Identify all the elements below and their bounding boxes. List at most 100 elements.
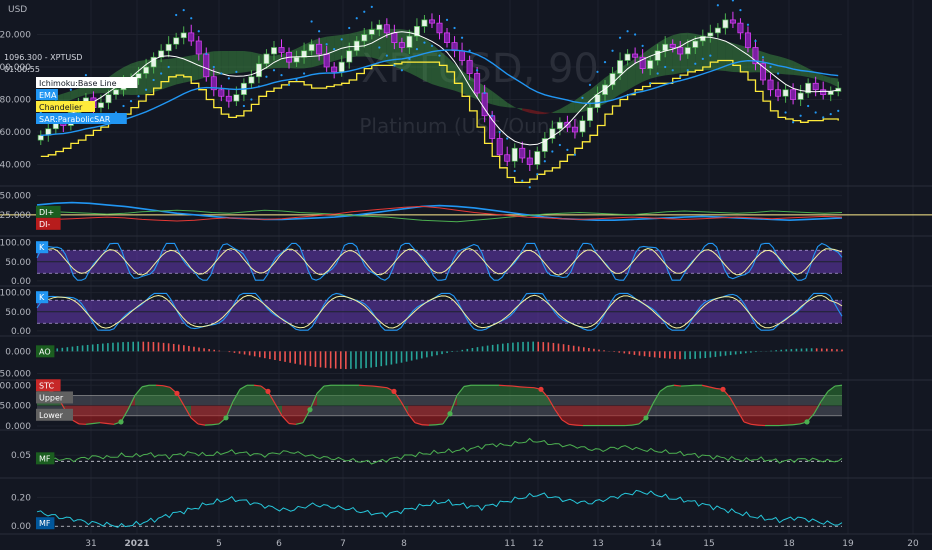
stc-line-segment bbox=[71, 419, 80, 425]
stc-fill-segment bbox=[562, 405, 569, 425]
stc-line-segment bbox=[547, 397, 556, 410]
stc-line-segment bbox=[323, 384, 332, 387]
y-tick-label: 0.00 bbox=[11, 327, 31, 337]
parabolic-sar-dot bbox=[761, 56, 765, 59]
stc-fill-segment bbox=[198, 405, 205, 426]
parabolic-sar-dot bbox=[287, 83, 291, 86]
parabolic-sar-dot bbox=[400, 69, 403, 72]
y-tick-label: 100.000 bbox=[0, 381, 31, 391]
watermark: XPTUSD, 90 Platinum (US$/Ounce) bbox=[359, 46, 599, 138]
parabolic-sar-dot bbox=[754, 39, 757, 43]
stc-line-segment bbox=[414, 422, 423, 426]
price-candle bbox=[699, 35, 706, 42]
stc-line-segment bbox=[435, 423, 444, 426]
y-tick-label: 50.00 bbox=[5, 308, 31, 318]
price-candle bbox=[180, 32, 187, 39]
price-candle bbox=[248, 76, 255, 84]
stc-line-segment bbox=[708, 386, 717, 390]
parabolic-sar-dot bbox=[152, 78, 155, 82]
price-candle bbox=[820, 89, 827, 95]
ichimoku-cloud-segment bbox=[70, 88, 79, 101]
adx-line bbox=[36, 201, 843, 222]
parabolic-sar-dot bbox=[799, 114, 802, 117]
parabolic-sar-dot bbox=[837, 109, 840, 112]
price-candle bbox=[37, 134, 44, 141]
price-candle bbox=[338, 61, 345, 73]
price-candle bbox=[677, 47, 684, 55]
y-tick-label: 100.00 bbox=[0, 239, 31, 249]
price-candle bbox=[549, 128, 556, 139]
price-candle bbox=[195, 40, 202, 55]
stc-line-segment bbox=[197, 423, 206, 426]
di-plus-line bbox=[36, 209, 843, 223]
parabolic-sar-dot bbox=[340, 38, 343, 41]
price-legend-item: SAR:ParabolicSAR bbox=[39, 115, 111, 124]
stc-fill-segment bbox=[317, 386, 324, 406]
stc-fill-segment bbox=[86, 405, 93, 425]
parabolic-sar-dot bbox=[626, 30, 629, 33]
stc-fill-segment bbox=[667, 385, 674, 406]
x-tick-label: 7 bbox=[340, 539, 346, 549]
ichimoku-cloud-segment bbox=[815, 72, 824, 81]
price-candle bbox=[609, 73, 616, 86]
price-candle bbox=[775, 89, 782, 97]
stc-fill-segment bbox=[156, 385, 163, 406]
parabolic-sar-dot bbox=[378, 46, 381, 49]
stc-fill-segment bbox=[345, 385, 352, 406]
ichimoku-cloud-segment bbox=[740, 45, 748, 73]
price-candle bbox=[323, 53, 330, 68]
stc-fill-segment bbox=[688, 385, 695, 406]
stc-fill-segment bbox=[79, 405, 86, 425]
stc-fill-segment bbox=[464, 385, 471, 406]
ichimoku-cloud-segment bbox=[793, 60, 801, 76]
ichimoku-cloud-segment bbox=[574, 95, 583, 113]
stoch2-k-label: K bbox=[39, 293, 45, 302]
y-tick-label: 50.00 bbox=[5, 258, 31, 268]
stc-line-segment bbox=[792, 423, 801, 426]
price-candle bbox=[188, 32, 195, 42]
stc-line-segment bbox=[253, 384, 262, 387]
parabolic-sar-dot bbox=[618, 36, 622, 39]
price-legend-bg bbox=[36, 113, 127, 124]
price-candle bbox=[496, 138, 503, 156]
ichimoku-cloud-segment bbox=[243, 51, 252, 73]
price-candle bbox=[308, 43, 315, 52]
stc-fill-segment bbox=[772, 405, 779, 426]
stc-line-segment bbox=[554, 409, 563, 421]
stc-fill-segment bbox=[380, 386, 387, 406]
parabolic-sar-dot bbox=[227, 77, 230, 80]
mf1-line bbox=[36, 437, 843, 465]
price-candle bbox=[135, 73, 142, 79]
price-candle bbox=[361, 34, 368, 42]
parabolic-sar-dot bbox=[445, 18, 449, 21]
parabolic-sar-dot bbox=[588, 83, 592, 86]
ichimoku-cloud-segment bbox=[544, 112, 553, 115]
ichimoku-cloud-segment bbox=[665, 35, 673, 76]
stc-line-segment bbox=[274, 403, 283, 417]
y-tick-label: -50.000 bbox=[0, 370, 31, 380]
chandelier-line bbox=[40, 59, 839, 184]
x-tick-label: 15 bbox=[703, 539, 714, 549]
price-candle bbox=[203, 53, 210, 78]
di-minus-label: DI- bbox=[39, 220, 51, 229]
stc-fill-segment bbox=[835, 385, 842, 406]
price-candle bbox=[684, 47, 691, 55]
stc-line-segment bbox=[512, 385, 521, 388]
watermark-description: Platinum (US$/Ounce) bbox=[359, 114, 580, 138]
price-candle bbox=[662, 43, 669, 52]
stc-fill-segment bbox=[296, 405, 303, 425]
parabolic-sar-dot bbox=[129, 100, 133, 103]
stoch1-d-line bbox=[36, 247, 843, 276]
stc-fill-segment bbox=[744, 405, 751, 425]
stc-buy-dot bbox=[223, 415, 229, 421]
ichimoku-cloud-segment bbox=[672, 33, 681, 75]
price-candle bbox=[421, 19, 428, 27]
stc-fill-segment bbox=[240, 385, 247, 406]
ichimoku-cloud-segment bbox=[447, 56, 455, 91]
stc-fill-segment bbox=[499, 385, 506, 406]
stc-line-segment bbox=[673, 384, 682, 387]
parabolic-sar-dot bbox=[656, 72, 659, 75]
stc-line-segment bbox=[134, 386, 143, 396]
ichimoku-cloud-segment bbox=[176, 56, 184, 85]
